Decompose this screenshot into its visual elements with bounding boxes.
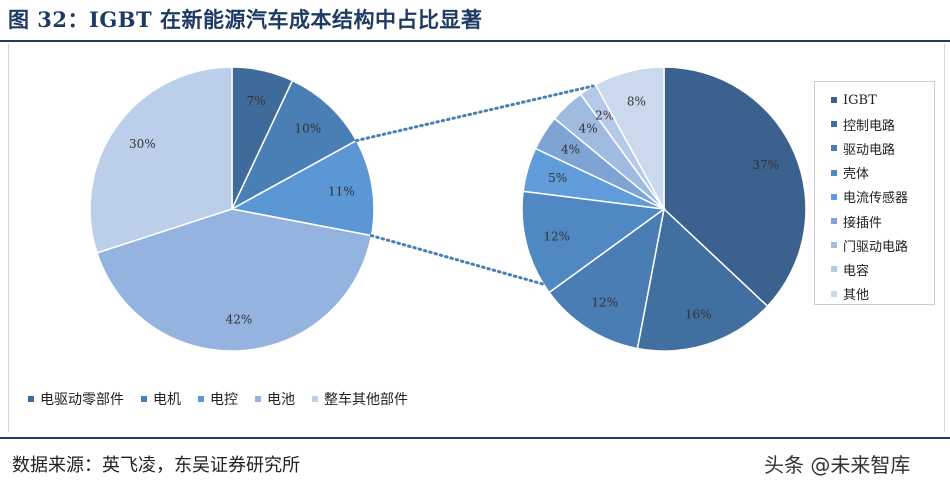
legend-label: 电驱动零部件 [40, 392, 124, 408]
pie-slice [594, 66, 665, 210]
legend-swatch [831, 169, 837, 176]
legend-item: 电池 [255, 389, 295, 409]
slice-value-label: 12% [543, 230, 570, 244]
pie-slice [89, 66, 233, 254]
slice-value-label: 10% [294, 121, 321, 135]
pie-right: 37%16%12%12%5%4%4%2%8% [521, 66, 807, 352]
legend-swatch [312, 396, 318, 402]
legend-swatch [831, 193, 837, 200]
slice-value-label: 30% [129, 137, 156, 151]
title-rule [0, 40, 950, 42]
pie-slice [521, 190, 666, 294]
legend-item: 门驱动电路 [831, 233, 934, 257]
legend-label: 壳体 [843, 167, 870, 183]
slice-value-label: 16% [685, 307, 712, 321]
legend-item: 其他 [831, 282, 934, 306]
legend-item: 电机 [141, 389, 181, 409]
legend-bottom: 电驱动零部件 电机 电控 电池 整车其他部件 [28, 389, 425, 409]
pie-slice [548, 207, 666, 350]
legend-swatch [831, 218, 837, 225]
legend-right: IGBT 控制电路驱动电路壳体电流传感器接插件门驱动电路电容其他 [814, 81, 935, 305]
legend-item: IGBT [831, 88, 934, 112]
slice-value-label: 11% [328, 185, 355, 199]
connector-line [354, 84, 595, 143]
pie-slice [663, 66, 807, 308]
legend-swatch [831, 145, 837, 152]
pie-slice [230, 79, 358, 211]
slice-value-label: 2% [595, 108, 614, 122]
legend-label: 电控 [210, 392, 238, 408]
bottom-rule [0, 437, 950, 439]
slice-value-label: 42% [226, 313, 253, 327]
legend-label: 整车其他部件 [324, 392, 408, 408]
pie-slice [636, 207, 769, 352]
legend-item: 电驱动零部件 [28, 389, 124, 409]
legend-item: 电控 [198, 389, 238, 409]
legend-swatch [831, 266, 837, 273]
legend-label: 驱动电路 [843, 142, 896, 158]
pie-slice [229, 139, 375, 237]
legend-swatch [831, 97, 837, 104]
slice-value-label: 4% [579, 121, 598, 135]
legend-swatch [141, 396, 147, 402]
legend-label: 控制电路 [843, 118, 896, 134]
legend-swatch [831, 121, 837, 128]
slice-value-label: 4% [561, 143, 580, 157]
legend-label: 接插件 [843, 215, 883, 231]
connector-lines [354, 84, 595, 286]
slice-value-label: 12% [591, 296, 618, 310]
legend-swatch [831, 242, 837, 249]
legend-swatch [831, 290, 837, 297]
legend-label: 电流传感器 [843, 191, 909, 207]
source-note: 数据来源：英飞凌，东吴证券研究所 [12, 455, 300, 476]
frame-left [8, 44, 9, 432]
slice-value-label: 5% [548, 171, 567, 185]
figure-title: 图 32：IGBT 在新能源汽车成本结构中占比显著 [8, 7, 483, 32]
legend-item: 整车其他部件 [312, 389, 408, 409]
slice-value-label: 7% [247, 94, 266, 108]
slice-value-label: 8% [627, 95, 646, 109]
watermark: 头条 @未来智库 [764, 453, 911, 477]
legend-item: 接插件 [831, 209, 934, 233]
legend-label: 电容 [843, 263, 870, 279]
legend-item: 电容 [831, 257, 934, 281]
legend-label: 门驱动电路 [843, 239, 909, 255]
slice-value-label: 37% [752, 158, 779, 172]
legend-item: 驱动电路 [831, 136, 934, 160]
legend-label: 电机 [153, 392, 181, 408]
legend-label: 其他 [843, 288, 870, 304]
legend-swatch [255, 396, 261, 402]
legend-item: 控制电路 [831, 112, 934, 136]
legend-label: 电池 [267, 392, 295, 408]
pie-slice [96, 208, 373, 352]
legend-item: 电流传感器 [831, 185, 934, 209]
legend-item: 壳体 [831, 161, 934, 185]
legend-label: IGBT [843, 92, 877, 108]
pie-left: 7% 10% 11% 42% 30% [89, 66, 375, 352]
legend-swatch [28, 396, 34, 402]
connector-line [369, 234, 546, 286]
legend-swatch [198, 396, 204, 402]
frame-right [944, 44, 945, 432]
pie-charts: 7%10%11%42%30% 37%16%12%12%5%4%4%2%8% [89, 66, 807, 352]
